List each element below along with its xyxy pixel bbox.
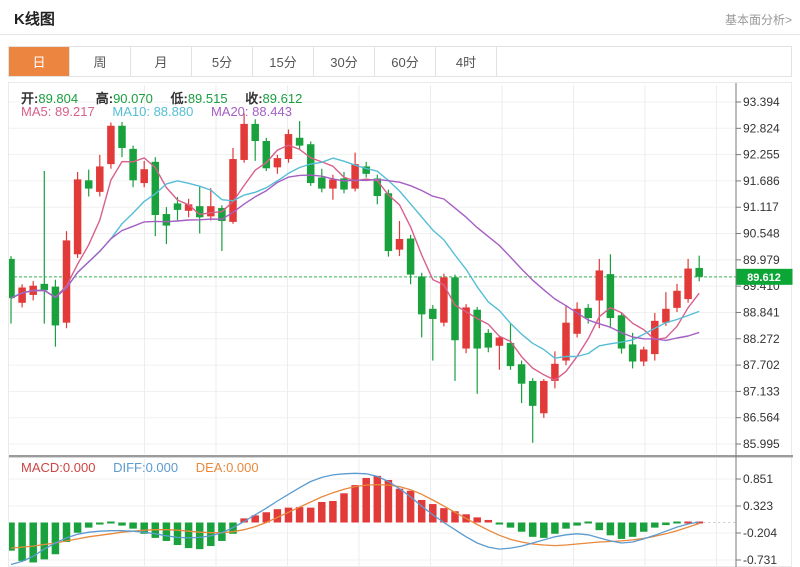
open-value: 89.804: [38, 91, 79, 106]
svg-text:0.323: 0.323: [743, 499, 773, 513]
tab-week[interactable]: 周: [70, 47, 131, 76]
svg-text:0.851: 0.851: [743, 472, 773, 486]
ma10-line: [10, 157, 700, 359]
svg-text:88.272: 88.272: [743, 332, 780, 346]
macd-label: MACD:: [21, 460, 63, 475]
interval-tabbar: 日 周 月 5分 15分 30分 60分 4时: [8, 46, 792, 77]
ma5-value: 89.217: [54, 104, 95, 119]
svg-text:90.548: 90.548: [743, 227, 780, 241]
kline-chart-container: 93.394 92.824 92.255 91.686 91.117 90.548 89.9…: [8, 82, 793, 567]
fundamental-analysis-link[interactable]: 基本面分析>: [724, 13, 792, 27]
close-value: 89.612: [262, 91, 303, 106]
ma10-value: 88.880: [153, 104, 194, 119]
tab-day[interactable]: 日: [9, 47, 70, 76]
open-label: 开:: [21, 91, 39, 106]
diff-value: 0.000: [145, 460, 179, 475]
dea-label: DEA:: [195, 460, 227, 475]
diff-label: DIFF:: [113, 460, 146, 475]
ma-info-row: MA5: 89.217 MA10: 88.880 MA20: 88.443: [21, 104, 306, 119]
high-label: 高:: [95, 91, 114, 106]
tab-4hour[interactable]: 4时: [436, 47, 497, 76]
current-price-badge: [736, 268, 793, 285]
svg-text:92.824: 92.824: [743, 121, 780, 135]
svg-text:87.702: 87.702: [743, 358, 780, 372]
page-header: K线图 基本面分析>: [0, 6, 800, 34]
svg-text:-0.204: -0.204: [743, 526, 777, 540]
page-title: K线图: [14, 11, 55, 28]
macd-info-row: MACD:0.000 DIFF:0.000 DEA:0.000: [21, 460, 273, 475]
svg-text:85.995: 85.995: [743, 437, 780, 451]
pane-separator: [9, 455, 793, 458]
low-label: 低:: [170, 91, 188, 106]
ma5-label: MA5:: [21, 104, 52, 119]
low-value: 89.515: [187, 91, 228, 106]
svg-text:-0.731: -0.731: [743, 553, 777, 567]
macd-histogram: [9, 475, 703, 563]
tab-month[interactable]: 月: [131, 47, 192, 76]
svg-text:86.564: 86.564: [743, 411, 780, 425]
svg-text:92.255: 92.255: [743, 148, 780, 162]
svg-text:88.841: 88.841: [743, 305, 780, 319]
kline-chart-svg: 93.394 92.824 92.255 91.686 91.117 90.548 89.9…: [9, 83, 793, 567]
dea-line: [10, 483, 700, 549]
ma10-label: MA10:: [112, 104, 150, 119]
ma20-value: 88.443: [252, 104, 292, 119]
tab-60min[interactable]: 60分: [375, 47, 436, 76]
svg-text:91.686: 91.686: [743, 174, 780, 188]
header-divider: [0, 34, 800, 35]
svg-text:87.133: 87.133: [743, 384, 780, 398]
ohlc-info-row: 开:89.804 高:90.070 低:89.515 收:89.612: [21, 88, 316, 107]
tab-15min[interactable]: 15分: [253, 47, 314, 76]
tab-5min[interactable]: 5分: [192, 47, 253, 76]
candles-layer: [9, 113, 703, 443]
ma20-label: MA20:: [210, 104, 249, 119]
close-label: 收:: [245, 91, 263, 106]
current-price-badge-text: 89.612: [747, 272, 781, 284]
high-value: 90.070: [113, 91, 153, 106]
macd-value: 0.000: [62, 460, 96, 475]
svg-text:93.394: 93.394: [743, 95, 780, 109]
macd-axis-labels: 0.851 0.323 -0.204 -0.731: [736, 472, 777, 567]
ma20-line: [10, 174, 700, 342]
dea-value: 0.000: [226, 460, 259, 475]
tab-30min[interactable]: 30分: [314, 47, 375, 76]
svg-text:89.979: 89.979: [743, 253, 780, 267]
svg-text:91.117: 91.117: [743, 200, 779, 214]
diff-line: [10, 472, 700, 566]
